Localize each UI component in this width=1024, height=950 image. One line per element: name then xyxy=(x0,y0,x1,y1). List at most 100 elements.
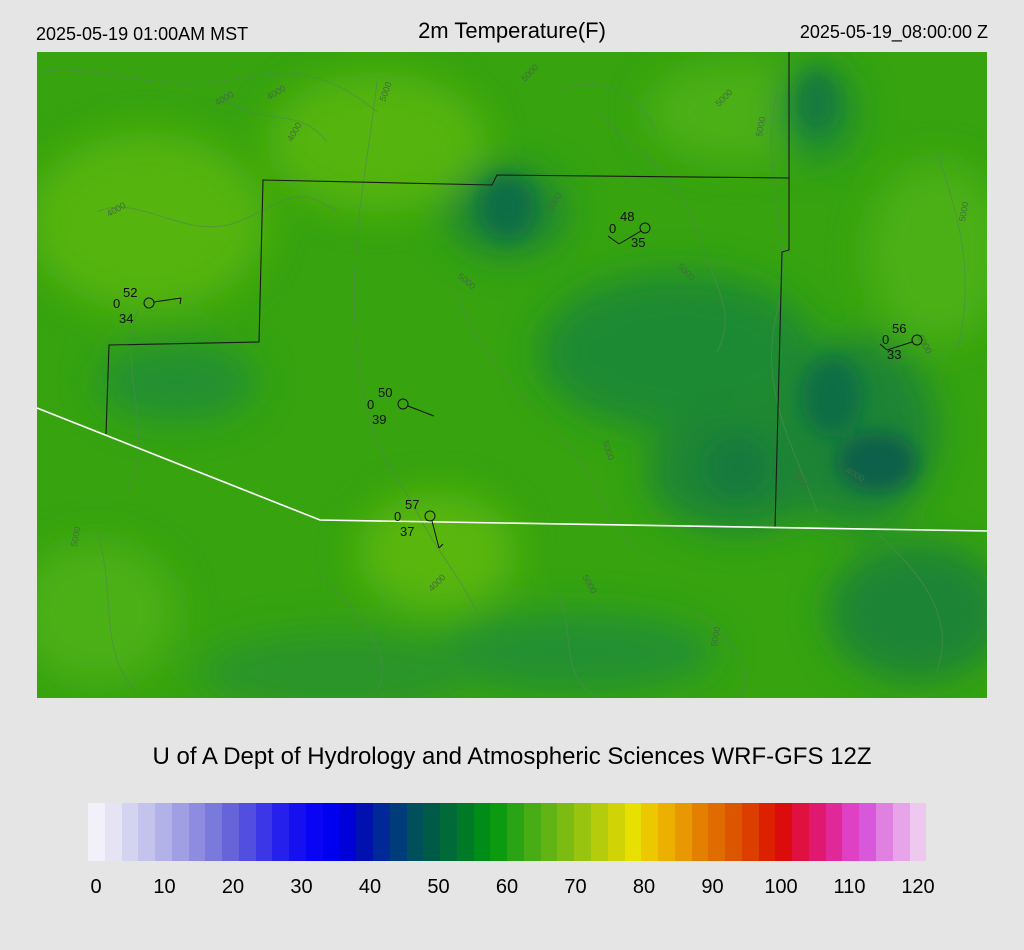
station-temp: 57 xyxy=(405,497,419,512)
colorbar-segment xyxy=(238,803,256,861)
station-plot: 57 0 37 xyxy=(394,497,444,549)
credit-footer: U of A Dept of Hydrology and Atmospheric… xyxy=(152,743,872,770)
colorbar-segment xyxy=(322,803,340,861)
station-left-value: 0 xyxy=(113,296,120,311)
colorbar-tick-label: 90 xyxy=(701,876,724,898)
colorbar-segment xyxy=(708,803,726,861)
colorbar-segment xyxy=(540,803,558,861)
colorbar-segment xyxy=(725,803,742,861)
station-dewpoint: 33 xyxy=(887,347,901,362)
colorbar-segment xyxy=(272,803,290,861)
colorbar-segment xyxy=(574,803,591,861)
contour-label: 5000 xyxy=(957,201,970,222)
colorbar-segment xyxy=(255,803,273,861)
colorbar-segment xyxy=(104,803,122,861)
colorbar-segment xyxy=(741,803,759,861)
utc-time-label: 2025-05-19_08:00:00 Z xyxy=(799,22,988,42)
colorbar-segment xyxy=(590,803,608,861)
colorbar-segment xyxy=(188,803,206,861)
colorbar-tick-label: 0 xyxy=(90,876,102,898)
station-dewpoint: 37 xyxy=(400,524,414,539)
colorbar-segment xyxy=(808,803,826,861)
station-dewpoint: 35 xyxy=(631,235,645,250)
station-dewpoint: 39 xyxy=(372,412,386,427)
colorbar-segment xyxy=(205,803,223,861)
colorbar-tick-label: 20 xyxy=(221,876,245,898)
colorbar-segment xyxy=(842,803,860,861)
colorbar-segment xyxy=(557,803,575,861)
station-plot: 56 0 33 xyxy=(879,321,923,362)
state-boundary xyxy=(37,407,987,532)
station-plot: 48 0 35 xyxy=(607,209,651,250)
station-plot: 50 0 39 xyxy=(367,385,435,427)
colorbar-segment xyxy=(691,803,709,861)
colorbar-segment xyxy=(423,803,441,861)
station-temp: 48 xyxy=(620,209,634,224)
colorbar-segment xyxy=(440,803,457,861)
temperature-map: 4000 4000 4000 5000 5000 5000 4000 5000 … xyxy=(37,52,987,698)
station-plots: 52 0 34 48 0 35 50 0 39 xyxy=(113,209,923,549)
elevation-contours xyxy=(37,69,966,698)
colorbar-segment xyxy=(473,803,491,861)
colorbar-tick-label: 120 xyxy=(901,876,935,898)
colorbar-segment xyxy=(222,803,239,861)
colorbar-tick-label: 40 xyxy=(358,876,382,898)
colorbar-segment xyxy=(775,803,793,861)
station-left-value: 0 xyxy=(394,509,401,524)
station-dewpoint: 34 xyxy=(119,311,133,326)
colorbar-segment xyxy=(456,803,474,861)
cold-pockets xyxy=(479,72,917,497)
colorbar-segment xyxy=(909,803,927,861)
contour-label: 5000 xyxy=(754,116,767,137)
station-left-value: 0 xyxy=(367,397,374,412)
temperature-map-svg: 4000 4000 4000 5000 5000 5000 4000 5000 … xyxy=(37,52,987,698)
colorbar-tick-label: 70 xyxy=(564,876,587,898)
colorbar-tick-label: 80 xyxy=(632,876,656,898)
local-time-label: 2025-05-19 01:00AM MST xyxy=(36,24,249,44)
colorbar-tick-label: 50 xyxy=(427,876,450,898)
temperature-colorbar xyxy=(88,803,927,861)
colorbar-segment xyxy=(121,803,139,861)
contour-label: 5000 xyxy=(69,526,82,547)
colorbar-segment xyxy=(758,803,776,861)
contour-label: 5000 xyxy=(709,626,722,647)
colorbar-segment xyxy=(859,803,876,861)
station-left-value: 0 xyxy=(609,221,616,236)
colorbar-tick-label: 10 xyxy=(153,876,176,898)
colorbar-segment xyxy=(389,803,407,861)
map-title: 2m Temperature(F) xyxy=(418,18,606,43)
colorbar-segment xyxy=(305,803,323,861)
colorbar-segment xyxy=(507,803,524,861)
colorbar-segment xyxy=(674,803,692,861)
station-temp: 56 xyxy=(892,321,906,336)
colorbar-segment xyxy=(171,803,189,861)
colorbar-segment xyxy=(607,803,625,861)
colorbar-segment xyxy=(356,803,374,861)
colorbar-segment xyxy=(523,803,541,861)
station-left-value: 0 xyxy=(882,332,889,347)
colorbar-segment xyxy=(641,803,659,861)
colorbar-segment xyxy=(138,803,156,861)
colorbar-tick-label: 30 xyxy=(290,876,313,898)
colorbar-segment xyxy=(624,803,642,861)
colorbar-segment xyxy=(490,803,508,861)
colorbar-segment xyxy=(155,803,172,861)
colorbar-segment xyxy=(406,803,424,861)
colorbar-segment xyxy=(373,803,390,861)
colorbar-tick-labels: 0 10 20 30 40 50 60 70 80 90 100 110 120 xyxy=(0,876,1024,902)
colorbar-tick-label: 110 xyxy=(833,876,866,898)
colorbar-segment xyxy=(892,803,910,861)
colorbar-segment xyxy=(339,803,357,861)
colorbar-tick-label: 100 xyxy=(764,876,798,898)
colorbar-tick-label: 60 xyxy=(495,876,519,898)
colorbar-segment xyxy=(825,803,843,861)
county-line xyxy=(105,174,790,529)
colorbar-segment xyxy=(88,803,105,861)
colorbar-segment xyxy=(658,803,675,861)
station-temp: 52 xyxy=(123,285,137,300)
temperature-shading xyxy=(37,62,987,698)
station-plot: 52 0 34 xyxy=(113,285,182,326)
colorbar-segment xyxy=(792,803,809,861)
colorbar-segment xyxy=(875,803,893,861)
colorbar-segment xyxy=(289,803,306,861)
